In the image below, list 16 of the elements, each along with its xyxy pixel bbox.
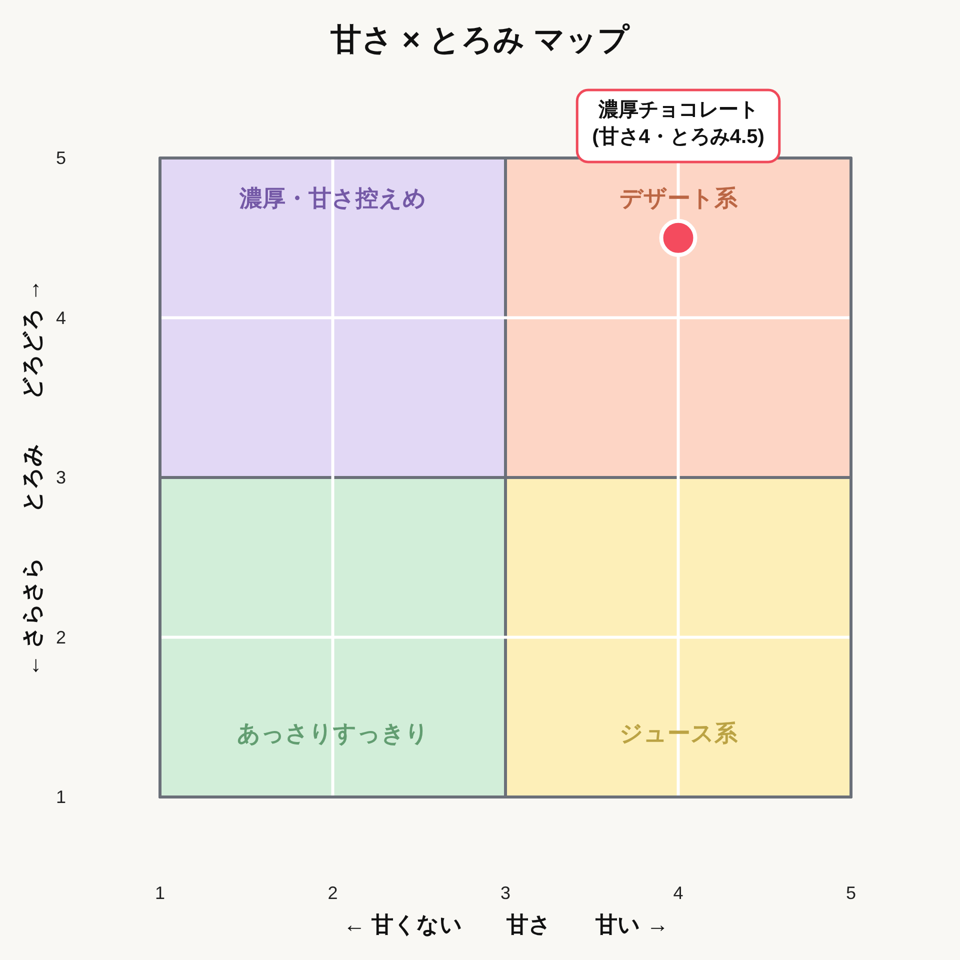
series-label: 濃厚・甘さ控えめ — [238, 184, 426, 211]
series-label: あっさりすっきり — [236, 720, 429, 746]
series-label: デザート系 — [619, 184, 738, 211]
y-tick-label: 2 — [56, 627, 66, 648]
x-tick-label: 3 — [500, 883, 511, 903]
y-tick-label: 3 — [56, 468, 66, 488]
chart-title: 甘さ × とろみ マップ — [330, 22, 630, 57]
y-tick-label: 4 — [56, 308, 66, 328]
x-tick-label: 1 — [154, 883, 166, 903]
x-tick-label: 4 — [673, 883, 684, 903]
y-tick-label: 1 — [56, 787, 66, 807]
x-tick-label: 2 — [328, 883, 338, 903]
x-axis-title: ← 甘くない 甘さ 甘い → — [343, 912, 669, 937]
y-tick-label: 5 — [56, 148, 66, 168]
y-axis-title: ← さらさら とろみ どろどろ → — [20, 279, 44, 677]
x-tick-label: 5 — [846, 883, 856, 903]
